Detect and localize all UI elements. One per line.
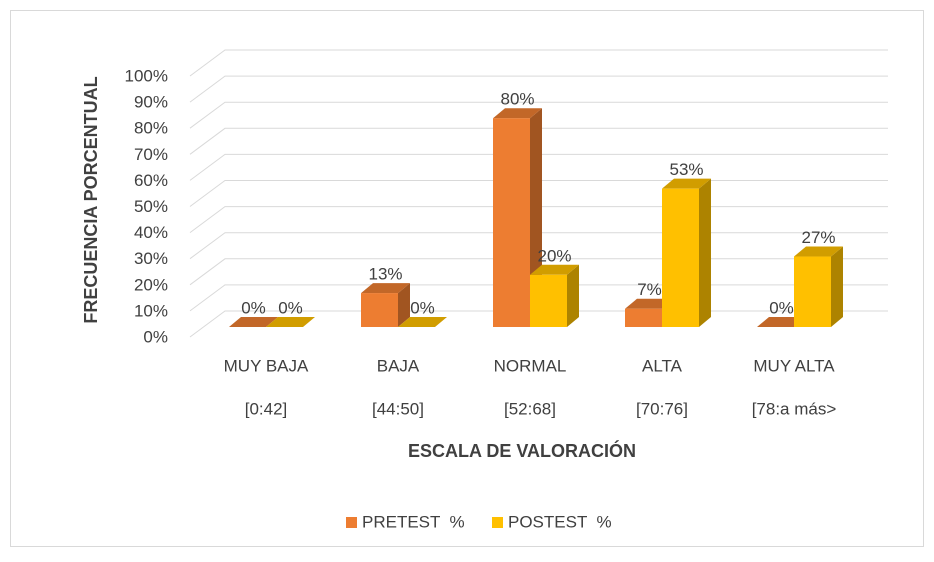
bar-top [398, 317, 447, 327]
bar [794, 256, 831, 327]
bar-top [794, 246, 843, 257]
grid-line [189, 127, 888, 155]
bar [361, 293, 398, 327]
data-label: 80% [500, 90, 534, 109]
x-tick-label: [0:42] [245, 399, 288, 418]
bar-top [530, 264, 579, 275]
y-tick-label: 70% [134, 145, 168, 164]
data-label: 53% [669, 160, 703, 179]
data-label: 0% [278, 298, 303, 317]
x-tick-label: MUY ALTA [753, 356, 835, 375]
bar [530, 274, 567, 327]
y-tick-label: 60% [134, 171, 168, 190]
y-tick-label: 50% [134, 197, 168, 216]
y-tick-label: 20% [134, 275, 168, 294]
bar-side [831, 246, 843, 327]
x-tick-label: MUY BAJA [224, 356, 309, 375]
y-tick-label: 100% [125, 66, 168, 85]
bar [493, 118, 530, 327]
bar-side [398, 283, 410, 327]
bar-top [625, 298, 674, 309]
grid-line [189, 75, 888, 103]
bar-top [266, 317, 315, 327]
grid-line [189, 153, 888, 181]
y-tick-label: 90% [134, 93, 168, 112]
legend-swatch [346, 517, 357, 528]
y-tick-label: 80% [134, 119, 168, 138]
data-label: 0% [769, 298, 794, 317]
x-tick-label: NORMAL [494, 356, 567, 375]
bar [662, 188, 699, 327]
bar-top [662, 178, 711, 189]
y-tick-label: 10% [134, 301, 168, 320]
grid-line [189, 180, 888, 207]
x-tick-label: ALTA [642, 356, 683, 375]
legend-label: POSTEST % [508, 512, 612, 531]
x-tick-label: [70:76] [636, 399, 688, 418]
bar [625, 308, 662, 327]
legend-label: PRETEST % [362, 512, 465, 531]
grid-line [189, 101, 888, 129]
x-tick-label: BAJA [377, 356, 420, 375]
data-label: 20% [537, 246, 571, 265]
bar-side [567, 264, 579, 327]
x-tick-label: [78:a más> [752, 399, 837, 418]
y-axis-title: FRECUENCIA PORCENTUAL [81, 76, 101, 323]
bar-top [757, 317, 806, 327]
x-axis-title: ESCALA DE VALORACIÓN [408, 440, 636, 461]
y-tick-label: 40% [134, 223, 168, 242]
y-tick-label: 0% [143, 327, 168, 346]
bar-top [493, 108, 542, 119]
legend-swatch [492, 517, 503, 528]
x-tick-label: [52:68] [504, 399, 556, 418]
data-label: 7% [637, 280, 662, 299]
data-label: 0% [241, 298, 266, 317]
bar-side [699, 178, 711, 327]
data-label: 27% [801, 228, 835, 247]
data-label: 13% [368, 265, 402, 284]
chart-border [10, 10, 924, 547]
bar-top [229, 317, 278, 327]
data-label: 0% [410, 298, 435, 317]
grid-line [189, 49, 888, 77]
x-tick-label: [44:50] [372, 399, 424, 418]
y-tick-label: 30% [134, 249, 168, 268]
bar-top [361, 283, 410, 294]
